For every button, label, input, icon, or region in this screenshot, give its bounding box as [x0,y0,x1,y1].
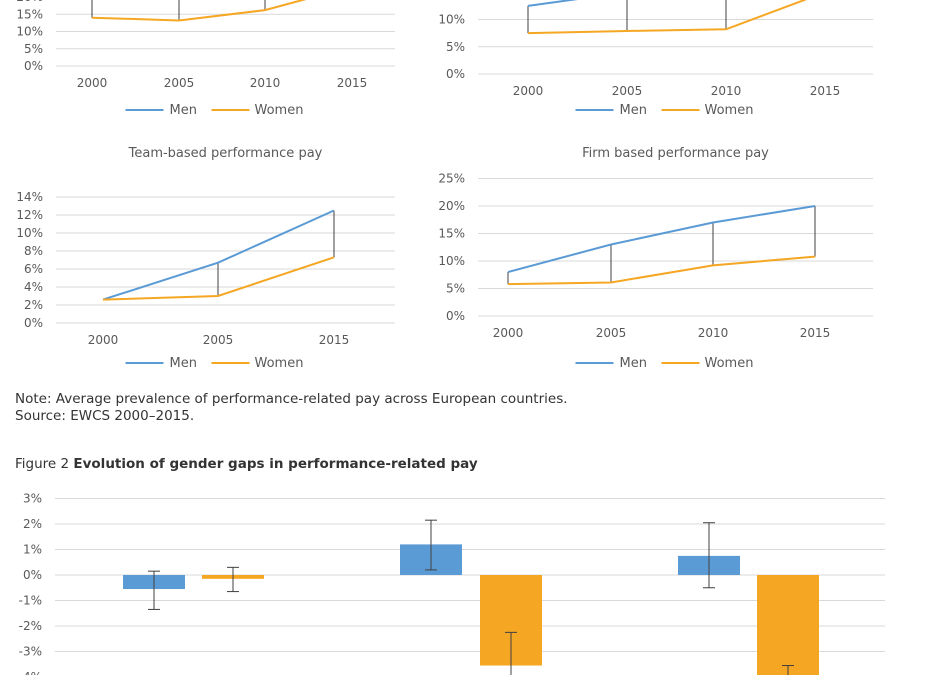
y-tick-label: 0% [446,67,465,81]
x-tick-label: 2000 [77,76,108,90]
y-tick-label: 2% [23,517,42,531]
chart-note: Note: Average prevalence of performance-… [15,391,568,425]
bar [757,575,819,675]
figure-2-prefix: Figure 2 [15,456,74,472]
y-tick-label: 1% [23,543,42,557]
y-tick-label: -2% [19,619,42,633]
series-line-women [91,0,307,22]
y-tick-label: 5% [446,40,465,54]
y-tick-label: 15% [438,227,465,241]
legend-label-men: Men [620,356,647,371]
series-line-men [102,209,335,301]
y-tick-label: 0% [24,59,43,73]
legend-label-women: Women [705,356,754,371]
x-tick-label: 2015 [810,84,841,98]
y-tick-label: 8% [24,244,43,258]
x-tick-label: 2005 [164,76,195,90]
y-tick-label: 5% [24,42,43,56]
x-tick-label: 2010 [250,76,281,90]
y-tick-label: 0% [24,316,43,330]
legend-label-women: Women [255,103,304,118]
x-tick-label: 2000 [88,333,119,347]
y-tick-label: 2% [24,298,43,312]
series-line-men [507,205,816,273]
x-tick-label: 2010 [698,326,729,340]
series-line-men [527,0,579,7]
note-line-2: Source: EWCS 2000–2015. [15,408,195,424]
note-line-1: Note: Average prevalence of performance-… [15,391,568,407]
y-tick-label: 15% [16,7,43,21]
legend-label-men: Men [170,103,197,118]
x-tick-label: 2005 [612,84,643,98]
legend-label-men: Men [170,356,197,371]
y-tick-label: 14% [16,190,43,204]
y-tick-label: 5% [446,282,465,296]
y-tick-label: 10% [16,25,43,39]
x-tick-label: 2015 [337,76,368,90]
x-tick-label: 2005 [203,333,234,347]
y-tick-label: 20% [438,199,465,213]
x-tick-label: 2010 [711,84,742,98]
y-tick-label: 10% [16,226,43,240]
x-tick-label: 2015 [319,333,350,347]
y-tick-label: 20% [16,0,43,4]
x-tick-label: 2000 [513,84,544,98]
y-tick-label: -4% [19,670,42,675]
y-tick-label: 6% [24,262,43,276]
x-tick-label: 2000 [493,326,524,340]
y-tick-label: -3% [19,645,42,659]
y-tick-label: 12% [16,208,43,222]
legend-label-women: Women [705,103,754,118]
legend-label-men: Men [620,103,647,118]
chart-title: Firm based performance pay [582,146,769,161]
series-line-women [102,256,335,301]
x-tick-label: 2005 [596,326,627,340]
y-tick-label: -1% [19,594,42,608]
y-tick-label: 0% [446,309,465,323]
series-line-women [507,255,816,286]
figure-2-title: Figure 2 Evolution of gender gaps in per… [15,456,478,472]
y-tick-label: 25% [438,172,465,186]
series-line-women [527,0,808,35]
figure-2-heading: Evolution of gender gaps in performance-… [73,456,478,472]
x-tick-label: 2015 [800,326,831,340]
y-tick-label: 4% [24,280,43,294]
legend-label-women: Women [255,356,304,371]
chart-title: Team-based performance pay [128,146,323,161]
y-tick-label: 3% [23,492,42,506]
y-tick-label: 10% [438,13,465,27]
y-tick-label: 0% [23,568,42,582]
y-tick-label: 10% [438,254,465,268]
